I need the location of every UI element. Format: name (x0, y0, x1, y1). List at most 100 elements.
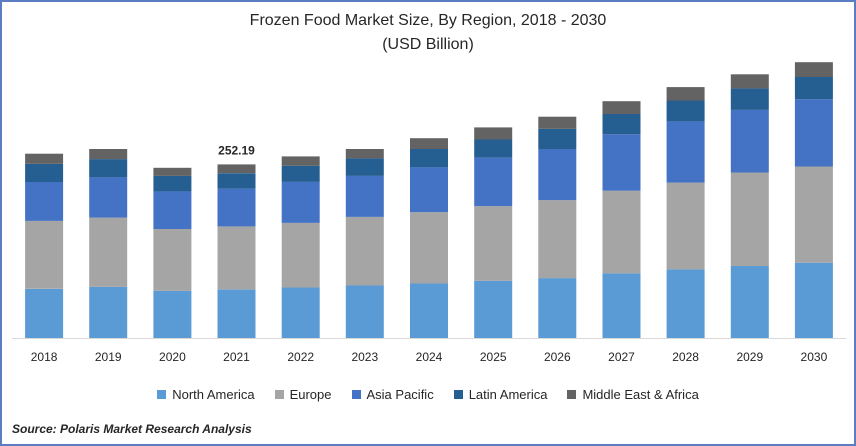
bar-segment-middle-east-and-africa-2030 (794, 62, 833, 77)
bar-segment-latin-america-2028 (666, 100, 705, 122)
bar-segment-europe-2021 (217, 226, 256, 290)
bar-segment-europe-2030 (794, 166, 833, 263)
bar-segment-europe-2027 (602, 190, 641, 274)
bar-segment-latin-america-2029 (730, 88, 769, 110)
bar-segment-latin-america-2019 (89, 159, 128, 178)
chart-subtitle: (USD Billion) (382, 36, 474, 53)
legend-item-north-america: North America (157, 387, 255, 402)
chart-title: Frozen Food Market Size, By Region, 2018… (249, 12, 607, 29)
bar-segment-asia-pacific-2030 (794, 99, 833, 167)
bar-segment-asia-pacific-2021 (217, 188, 256, 227)
bar-segment-middle-east-and-africa-2026 (538, 116, 577, 129)
x-tick-label: 2024 (416, 350, 443, 364)
bar-segment-asia-pacific-2022 (281, 181, 320, 223)
legend-swatch (453, 390, 463, 399)
bar-segment-north-america-2020 (153, 290, 192, 338)
legend-label: Latin America (468, 387, 548, 402)
bar-segment-asia-pacific-2026 (538, 149, 577, 201)
legend-item-europe: Europe (274, 387, 332, 402)
bar-segment-asia-pacific-2025 (474, 157, 513, 207)
bar-segment-asia-pacific-2027 (602, 134, 641, 191)
bar-segment-latin-america-2027 (602, 114, 641, 135)
chart-legend: North America Europe Asia Pacific Latin Ame… (2, 387, 854, 402)
bar-segment-asia-pacific-2029 (730, 109, 769, 173)
bar-segment-north-america-2030 (794, 262, 833, 338)
bar-segment-europe-2020 (153, 229, 192, 291)
bar-segment-latin-america-2023 (345, 158, 384, 176)
bar-segment-north-america-2028 (666, 269, 705, 338)
bar-segment-north-america-2025 (474, 280, 513, 338)
legend-label: Asia Pacific (366, 387, 434, 402)
x-tick-label: 2022 (287, 350, 314, 364)
bar-segment-middle-east-and-africa-2029 (730, 74, 769, 89)
bar-segment-latin-america-2020 (153, 175, 192, 192)
bar-segment-middle-east-and-africa-2027 (602, 101, 641, 114)
bar-segment-middle-east-and-africa-2018 (25, 153, 64, 164)
x-tick-label: 2020 (159, 350, 186, 364)
bar-segment-middle-east-and-africa-2025 (474, 127, 513, 140)
legend-label: Europe (289, 387, 332, 402)
bar-segment-middle-east-and-africa-2021 (217, 164, 256, 174)
bar-segment-north-america-2023 (345, 285, 384, 338)
bar-segment-asia-pacific-2024 (410, 167, 448, 213)
x-tick-label: 2026 (544, 350, 571, 364)
bar-segment-europe-2018 (25, 220, 64, 289)
bar-segment-asia-pacific-2018 (25, 181, 64, 221)
legend-item-middle-east-and-africa: Middle East & Africa (567, 387, 699, 402)
bar-segment-north-america-2021 (217, 289, 256, 338)
x-tick-label: 2021 (223, 350, 250, 364)
bar-segment-latin-america-2025 (474, 139, 513, 158)
x-tick-label: 2030 (801, 350, 828, 364)
x-tick-label: 2018 (31, 350, 58, 364)
bar-segment-north-america-2029 (730, 266, 769, 338)
bar-segment-asia-pacific-2023 (345, 175, 384, 217)
x-tick-label: 2019 (95, 350, 122, 364)
bar-segment-latin-america-2021 (217, 173, 256, 189)
bar-segment-north-america-2024 (410, 283, 448, 338)
x-tick-label: 2029 (736, 350, 763, 364)
bar-segment-latin-america-2022 (281, 165, 320, 182)
bar-segment-europe-2026 (538, 200, 577, 279)
bar-segment-europe-2025 (474, 206, 513, 281)
bar-segment-europe-2028 (666, 182, 705, 270)
bar-segment-latin-america-2030 (794, 77, 833, 100)
bar-segment-middle-east-and-africa-2028 (666, 87, 705, 101)
legend-item-latin-america: Latin America (453, 387, 548, 402)
bar-segment-north-america-2027 (602, 273, 641, 338)
bar-segment-middle-east-and-africa-2020 (153, 167, 192, 176)
bar-segment-latin-america-2018 (25, 163, 64, 182)
data-label-annotation: 252.19 (218, 143, 255, 157)
bar-segment-asia-pacific-2028 (666, 121, 705, 183)
bar-segment-latin-america-2026 (538, 128, 577, 149)
legend-swatch (351, 390, 361, 399)
stacked-bar-chart: 2018 2019 2020 2021 252.19 2022 2023 2024 2025 20… (12, 62, 846, 364)
x-tick-label: 2025 (480, 350, 507, 364)
legend-swatch (274, 390, 284, 399)
bar-segment-north-america-2022 (281, 287, 320, 338)
x-tick-label: 2023 (351, 350, 378, 364)
legend-label: North America (172, 387, 255, 402)
bar-segment-north-america-2018 (25, 288, 64, 338)
source-note: Source: Polaris Market Research Analysis (12, 422, 252, 436)
bar-segment-europe-2029 (730, 172, 769, 266)
bar-segment-europe-2024 (410, 212, 448, 284)
bar-segment-middle-east-and-africa-2023 (345, 149, 384, 159)
x-tick-label: 2028 (672, 350, 699, 364)
legend-swatch (567, 390, 577, 399)
x-tick-label: 2027 (608, 350, 635, 364)
bar-segment-asia-pacific-2019 (89, 177, 128, 218)
bar-segment-middle-east-and-africa-2022 (281, 156, 320, 166)
bar-segment-asia-pacific-2020 (153, 191, 192, 229)
legend-label: Middle East & Africa (582, 387, 699, 402)
bar-segment-north-america-2019 (89, 286, 128, 338)
bar-segment-latin-america-2024 (410, 149, 448, 168)
bar-segment-north-america-2026 (538, 278, 577, 338)
bar-segment-europe-2023 (345, 216, 384, 286)
legend-swatch (157, 390, 167, 399)
bar-segment-europe-2019 (89, 217, 128, 287)
bar-segment-europe-2022 (281, 223, 320, 288)
legend-item-asia-pacific: Asia Pacific (351, 387, 434, 402)
bar-segment-middle-east-and-africa-2019 (89, 149, 128, 160)
bar-segment-middle-east-and-africa-2024 (410, 138, 448, 149)
